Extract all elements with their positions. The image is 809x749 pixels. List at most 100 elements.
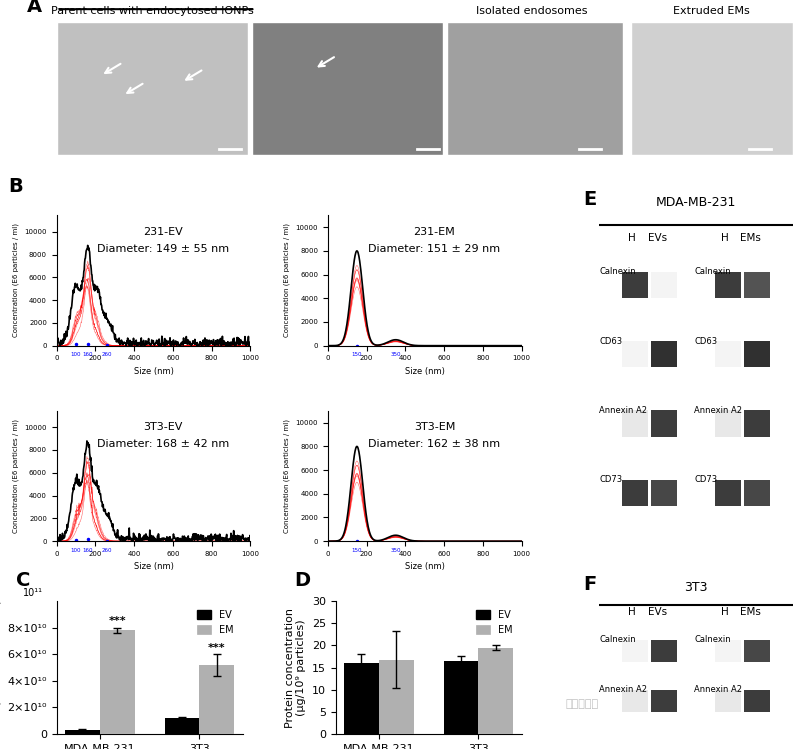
Legend: EV, EM: EV, EM [193,606,238,638]
Text: CD73: CD73 [599,475,622,484]
Text: 3T3-EV: 3T3-EV [143,422,183,432]
Text: CD73: CD73 [694,475,717,484]
Text: H: H [721,607,729,616]
FancyBboxPatch shape [622,342,647,368]
Text: 外泌体之家: 外泌体之家 [566,699,599,709]
Text: CD63: CD63 [599,337,622,346]
FancyBboxPatch shape [744,410,769,437]
Text: 150: 150 [352,548,362,553]
Legend: EV, EM: EV, EM [472,606,517,638]
Text: 160: 160 [83,352,93,357]
FancyBboxPatch shape [651,272,676,298]
FancyBboxPatch shape [715,410,740,437]
Text: 260: 260 [102,548,112,553]
FancyBboxPatch shape [57,22,248,156]
FancyBboxPatch shape [715,272,740,298]
FancyBboxPatch shape [622,479,647,506]
Text: Diameter: 151 ± 29 nm: Diameter: 151 ± 29 nm [368,244,501,254]
FancyBboxPatch shape [651,342,676,368]
Y-axis label: Concentration (E6 particles / ml): Concentration (E6 particles / ml) [284,223,290,338]
Text: 150: 150 [352,352,362,357]
FancyBboxPatch shape [715,479,740,506]
FancyBboxPatch shape [252,22,443,156]
Text: Annexin A2: Annexin A2 [694,685,742,694]
Y-axis label: Concentration (E6 particles / ml): Concentration (E6 particles / ml) [284,419,290,533]
Text: Isolated endosomes: Isolated endosomes [476,6,587,16]
FancyBboxPatch shape [622,272,647,298]
Bar [164,718,199,734]
FancyBboxPatch shape [631,22,793,156]
FancyBboxPatch shape [744,479,769,506]
Text: F: F [583,575,597,595]
Text: D: D [294,571,311,590]
Text: C: C [15,571,30,590]
Text: A: A [28,0,42,16]
Text: Parent cells with endocytosed IONPs: Parent cells with endocytosed IONPs [51,6,254,16]
Text: 160: 160 [83,548,93,553]
Text: Extruded EMs: Extruded EMs [673,6,750,16]
FancyBboxPatch shape [715,640,740,662]
FancyBboxPatch shape [651,479,676,506]
Text: 231-EV: 231-EV [143,227,183,237]
Bar [443,661,478,734]
Text: EVs: EVs [648,233,667,243]
Text: 3T3-EM: 3T3-EM [413,422,455,432]
Text: Calnexin: Calnexin [694,267,731,276]
Text: 260: 260 [102,352,112,357]
FancyBboxPatch shape [715,690,740,712]
Text: E: E [583,189,597,209]
Text: Diameter: 149 ± 55 nm: Diameter: 149 ± 55 nm [97,244,229,254]
FancyBboxPatch shape [622,410,647,437]
Text: H: H [721,233,729,243]
FancyBboxPatch shape [651,690,676,712]
Text: MDA-MB-231: MDA-MB-231 [656,195,736,209]
Y-axis label: Concentration (E6 particles / ml): Concentration (E6 particles / ml) [12,419,19,533]
Y-axis label: Protein concentration
(μg/10⁹ particles): Protein concentration (μg/10⁹ particles) [285,607,306,727]
FancyBboxPatch shape [622,640,647,662]
Text: ***: *** [208,643,226,653]
Bar [199,665,234,734]
Text: Diameter: 162 ± 38 nm: Diameter: 162 ± 38 nm [368,440,501,449]
Text: 100: 100 [70,352,81,357]
Text: 231-EM: 231-EM [413,227,455,237]
Text: H: H [628,233,636,243]
Text: 350: 350 [391,548,401,553]
Text: Calnexin: Calnexin [599,267,636,276]
X-axis label: Size (nm): Size (nm) [404,367,445,376]
Text: 350: 350 [391,352,401,357]
FancyBboxPatch shape [744,272,769,298]
Bar [65,730,100,734]
Bar [100,630,135,734]
Text: ***: *** [108,616,126,626]
FancyBboxPatch shape [447,22,624,156]
X-axis label: Size (nm): Size (nm) [133,367,173,376]
Text: 100: 100 [70,548,81,553]
Text: EMs: EMs [739,607,760,616]
Text: EMs: EMs [739,233,760,243]
FancyBboxPatch shape [651,410,676,437]
Text: B: B [8,177,23,195]
Y-axis label: Concentration (E6 particles / ml): Concentration (E6 particles / ml) [12,223,19,338]
FancyBboxPatch shape [744,640,769,662]
FancyBboxPatch shape [622,690,647,712]
Text: Diameter: 168 ± 42 nm: Diameter: 168 ± 42 nm [97,440,229,449]
Text: 10¹¹: 10¹¹ [23,589,43,598]
Bar [344,663,379,734]
FancyBboxPatch shape [651,640,676,662]
X-axis label: Size (nm): Size (nm) [133,562,173,571]
Text: Annexin A2: Annexin A2 [694,406,742,415]
Bar [379,660,413,734]
X-axis label: Size (nm): Size (nm) [404,562,445,571]
FancyBboxPatch shape [744,690,769,712]
Text: 3T3: 3T3 [684,581,708,595]
FancyBboxPatch shape [744,342,769,368]
Y-axis label: Yield (Particles/10⁶ cells): Yield (Particles/10⁶ cells) [0,599,2,736]
Text: Calnexin: Calnexin [599,635,636,644]
FancyBboxPatch shape [715,342,740,368]
Text: H: H [628,607,636,616]
Text: Annexin A2: Annexin A2 [599,685,647,694]
Text: Calnexin: Calnexin [694,635,731,644]
Bar [478,648,513,734]
Text: Annexin A2: Annexin A2 [599,406,647,415]
Text: EVs: EVs [648,607,667,616]
